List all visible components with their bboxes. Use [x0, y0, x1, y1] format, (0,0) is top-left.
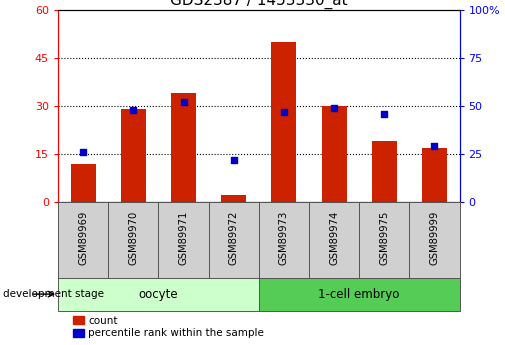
Point	[330, 105, 338, 111]
Bar	[58, 278, 259, 310]
Title: GDS2387 / 1453330_at: GDS2387 / 1453330_at	[170, 0, 347, 9]
Point	[380, 111, 388, 117]
Bar	[159, 202, 209, 278]
Text: development stage: development stage	[3, 289, 104, 299]
Bar	[71, 164, 96, 202]
Bar	[271, 42, 296, 202]
Text: GSM89969: GSM89969	[78, 211, 88, 265]
Bar	[359, 202, 410, 278]
Text: GSM89999: GSM89999	[429, 211, 439, 265]
Bar	[259, 202, 309, 278]
Bar	[322, 106, 346, 202]
Bar	[58, 202, 108, 278]
Bar	[309, 202, 359, 278]
Text: GSM89975: GSM89975	[379, 211, 389, 265]
Bar	[372, 141, 397, 202]
Text: GSM89973: GSM89973	[279, 211, 289, 265]
Point	[79, 149, 87, 155]
Legend: count, percentile rank within the sample: count, percentile rank within the sample	[73, 316, 264, 338]
Bar	[422, 148, 447, 202]
Bar	[121, 109, 146, 202]
Bar	[209, 202, 259, 278]
Text: 1-cell embryo: 1-cell embryo	[319, 288, 400, 300]
Text: GSM89974: GSM89974	[329, 211, 339, 265]
Point	[129, 107, 137, 113]
Text: oocyte: oocyte	[139, 288, 178, 300]
Bar	[108, 202, 159, 278]
Point	[179, 99, 187, 105]
Text: GSM89971: GSM89971	[179, 211, 188, 265]
Text: GSM89972: GSM89972	[229, 211, 239, 265]
Point	[280, 109, 288, 115]
Bar	[221, 195, 246, 202]
Bar	[410, 202, 460, 278]
Text: GSM89970: GSM89970	[128, 211, 138, 265]
Bar	[259, 278, 460, 310]
Point	[430, 144, 438, 149]
Bar	[171, 93, 196, 202]
Point	[230, 157, 238, 162]
